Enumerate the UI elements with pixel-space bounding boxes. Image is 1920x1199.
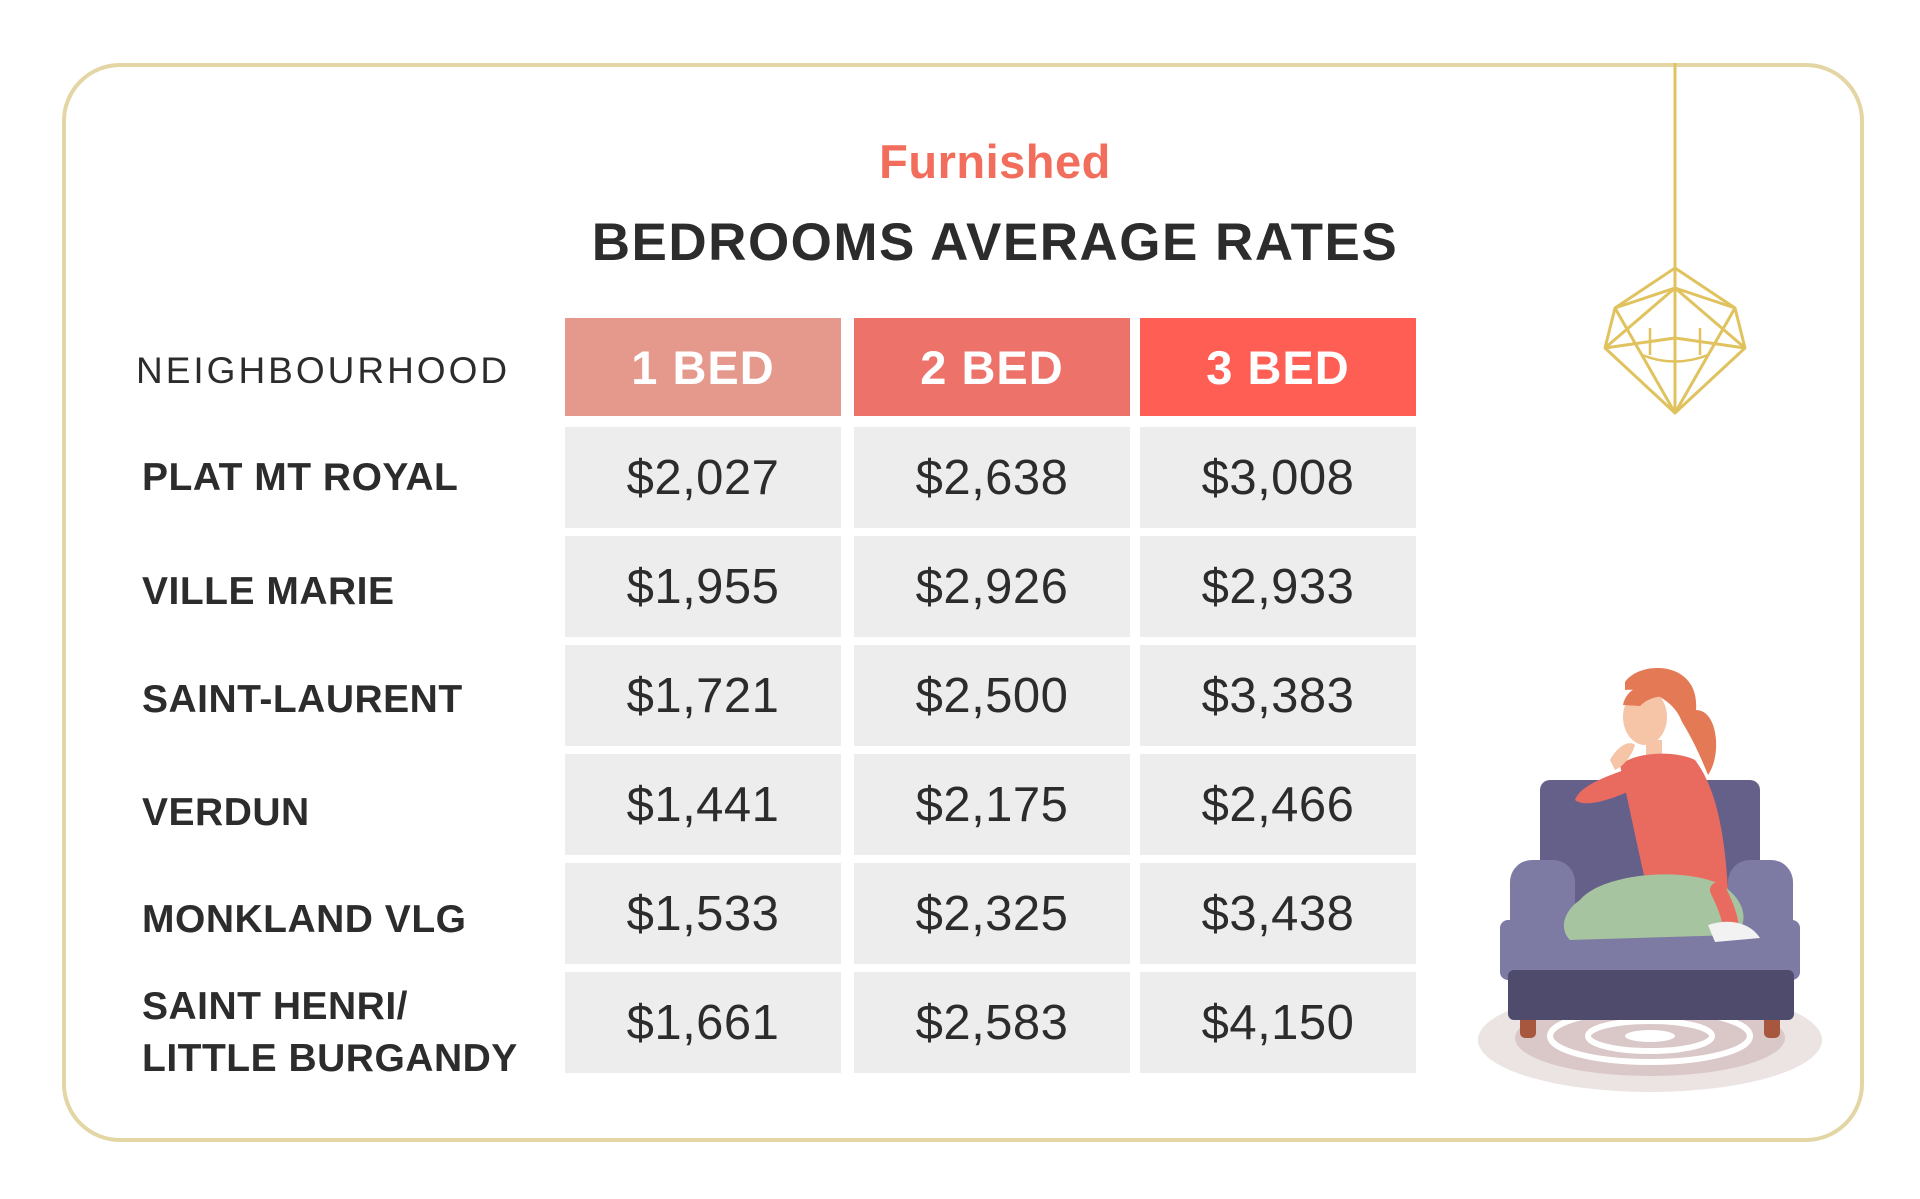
row-label: VILLE MARIE [142,570,395,613]
rate-cell: $2,027 [565,427,841,528]
rate-cell: $1,721 [565,645,841,746]
rate-cell: $1,661 [565,972,841,1073]
row-label: MONKLAND VLG [142,898,467,941]
rate-cell: $2,466 [1140,754,1416,855]
rate-cell: $3,438 [1140,863,1416,964]
rate-cell: $2,933 [1140,536,1416,637]
column-header-2-bed: 2 BED [854,318,1130,416]
rate-cell: $1,533 [565,863,841,964]
rate-cell: $3,008 [1140,427,1416,528]
column-header-1-bed: 1 BED [565,318,841,416]
row-label: SAINT-LAURENT [142,678,463,721]
rate-cell: $2,926 [854,536,1130,637]
neighbourhood-column-header: NEIGHBOURHOOD [136,350,511,391]
row-label: PLAT MT ROYAL [142,456,459,499]
row-label: SAINT HENRI/ LITTLE BURGANDY [142,985,518,1080]
rate-cell: $1,441 [565,754,841,855]
rate-cell: $2,583 [854,972,1130,1073]
rate-cell: $3,383 [1140,645,1416,746]
row-label: VERDUN [142,791,310,834]
rate-cell: $2,175 [854,754,1130,855]
rate-cell: $1,955 [565,536,841,637]
rate-cell: $2,500 [854,645,1130,746]
woman-on-armchair-illustration [1478,667,1822,1092]
chart-title: BEDROOMS AVERAGE RATES [591,213,1399,272]
rate-cell: $2,325 [854,863,1130,964]
column-header-3-bed: 3 BED [1140,318,1416,416]
chandelier-icon [1603,63,1747,415]
rate-cell: $2,638 [854,427,1130,528]
rate-cell: $4,150 [1140,972,1416,1073]
chart-subtitle: Furnished [879,135,1111,188]
